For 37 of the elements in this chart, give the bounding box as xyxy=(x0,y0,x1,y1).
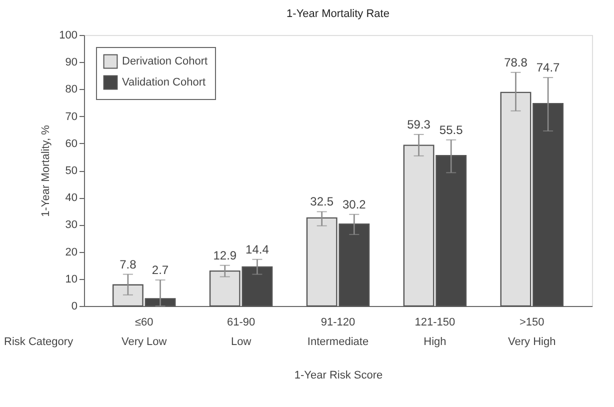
data-label: 55.5 xyxy=(439,122,464,137)
data-label: 32.5 xyxy=(310,194,334,209)
y-tick-label: 60 xyxy=(65,138,78,150)
data-label: 30.2 xyxy=(342,197,366,212)
y-tick-label: 100 xyxy=(59,30,78,42)
text: Very Low xyxy=(121,336,167,348)
y-axis-title: 1-Year Mortality, % xyxy=(40,124,52,217)
chart-title: 1-Year Mortality Rate xyxy=(286,8,390,20)
text: Intermediate xyxy=(307,336,369,348)
x-tick-label: >150 xyxy=(520,316,544,328)
data-label: 7.8 xyxy=(120,257,137,272)
data-label: 74.7 xyxy=(536,60,560,75)
x-tick-label: 61-90 xyxy=(226,316,256,328)
x-tick-label: 121-150 xyxy=(414,316,456,328)
x-tick-label: ≤60 xyxy=(134,316,154,328)
y-tick-label: 40 xyxy=(65,192,78,204)
y-tick-label: 80 xyxy=(65,84,78,96)
text: Risk Category xyxy=(4,336,74,348)
text: Very High xyxy=(508,336,556,348)
x-tick-label: 91-120 xyxy=(320,316,356,328)
y-tick-label: 70 xyxy=(65,110,78,123)
data-label: 59.3 xyxy=(407,117,431,132)
text: High xyxy=(424,336,446,348)
y-tick-label: 90 xyxy=(65,56,78,69)
text: Low xyxy=(230,336,252,348)
y-tick-label: 50 xyxy=(65,165,78,177)
data-label: 2.7 xyxy=(152,262,169,277)
legend-label: Validation Cohort xyxy=(122,76,206,88)
y-tick-label: 30 xyxy=(65,219,78,232)
y-tick-label: 20 xyxy=(65,246,78,258)
data-label: 14.4 xyxy=(246,242,270,256)
y-tick-label: 0 xyxy=(71,300,78,312)
legend-label: Derivation Cohort xyxy=(122,56,208,68)
data-label: 78.8 xyxy=(504,55,528,70)
data-label: 12.9 xyxy=(213,248,237,262)
x-axis-title: 1-Year Risk Score xyxy=(294,370,383,382)
y-tick-label: 10 xyxy=(65,273,78,286)
